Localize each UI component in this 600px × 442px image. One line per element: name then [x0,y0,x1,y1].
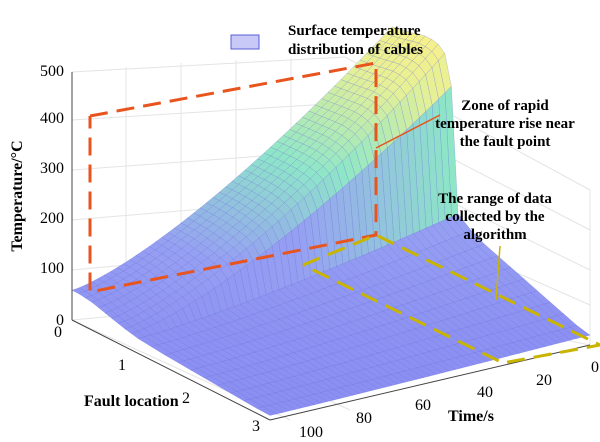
svg-text:algorithm: algorithm [463,227,527,243]
x-tick-label: 3 [252,418,260,435]
x-axis-label: Fault location [84,393,179,410]
x-tick-label: 2 [182,390,190,407]
y-axis-ticks: 0 20 40 60 80 100 [299,359,599,441]
y-tick-label: 80 [356,410,372,427]
z-axis-label: Temperature/°C [9,140,26,251]
rapid-rise-note: Zone of rapid temperature rise near the … [435,98,575,150]
z-tick-label: 200 [40,210,64,227]
svg-text:The range of data: The range of data [438,191,552,207]
y-axis-label: Time/s [448,408,494,425]
legend-swatch [230,34,260,50]
surface-patch [256,406,277,416]
legend-label: distribution of cables [288,42,423,58]
rapid-rise-box [88,61,378,294]
y-tick-label: 20 [536,372,552,389]
data-range-pointer [495,245,501,301]
y-tick-label: 60 [415,397,431,414]
svg-text:temperature rise near: temperature rise near [435,116,575,132]
y-tick-label: 40 [477,384,493,401]
rapid-rise-pointer [375,114,441,149]
svg-text:Zone of rapid: Zone of rapid [461,98,549,114]
z-axis-ticks: 0 100 200 300 400 500 [40,63,64,329]
z-tick-label: 500 [40,63,64,80]
legend-label: Surface temperature [288,23,421,39]
svg-text:collected by the: collected by the [445,209,544,225]
y-tick-label: 100 [299,424,323,441]
data-range-box [302,233,600,365]
x-tick-label: 0 [54,324,62,341]
z-tick-label: 0 [56,312,64,329]
z-tick-label: 300 [40,160,64,177]
z-tick-label: 400 [40,110,64,127]
x-tick-label: 1 [118,357,126,374]
svg-text:the fault point: the fault point [460,134,551,150]
z-tick-label: 100 [40,260,64,277]
temperature-surface [71,26,591,416]
x-axis-ticks: 0 1 2 3 [54,324,260,435]
legend: Surface temperature distribution of cabl… [230,23,423,58]
data-range-note: The range of data collected by the algor… [438,191,552,243]
y-tick-label: 0 [591,359,599,376]
